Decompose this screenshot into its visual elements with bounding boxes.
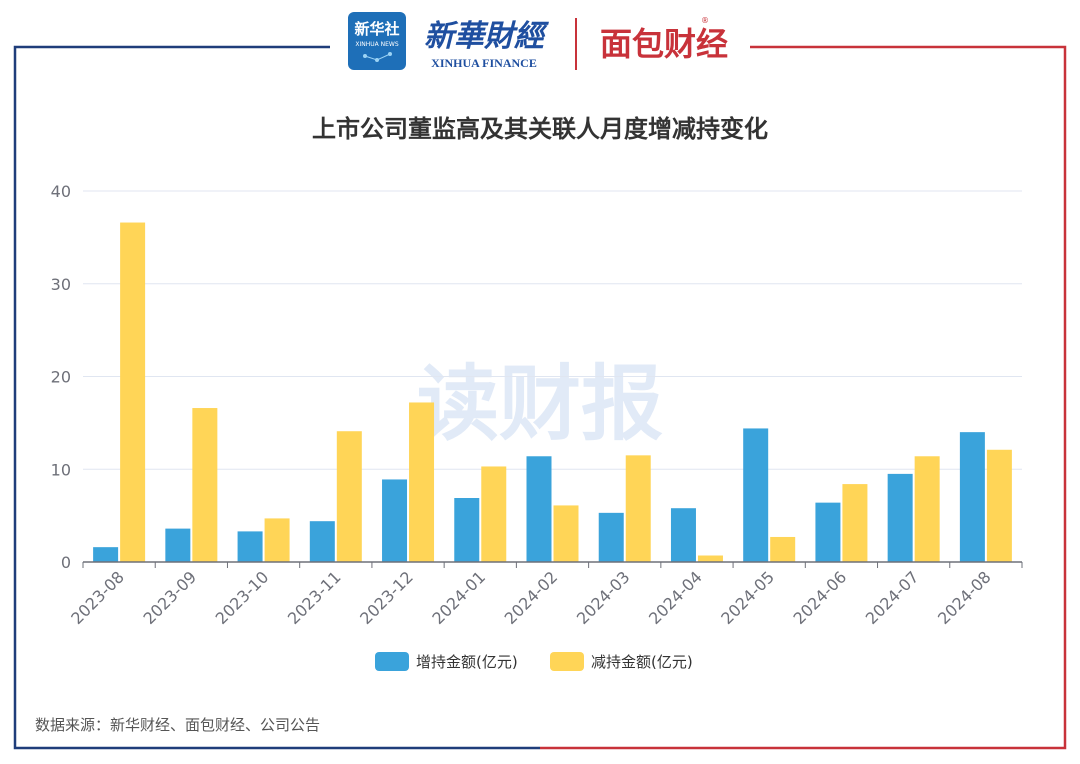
bar-decrease	[409, 402, 435, 562]
xinhua-finance-en: XINHUA FINANCE	[431, 56, 537, 70]
legend-swatch-increase	[375, 652, 409, 671]
y-tick-label: 0	[61, 553, 71, 572]
header-logos: 新华社 XINHUA NEWS 新華財經 XINHUA FINANCE 面包财经…	[348, 12, 728, 70]
y-tick-label: 40	[51, 182, 71, 201]
legend-label-increase: 增持金额(亿元)	[416, 653, 518, 671]
y-tick-label: 20	[51, 368, 71, 387]
x-tick-label: 2023-11	[284, 567, 345, 628]
bar-increase	[237, 531, 263, 562]
bar-increase	[959, 432, 985, 562]
bar-decrease	[697, 555, 723, 562]
bar-increase	[743, 428, 769, 562]
bar-increase	[526, 456, 552, 562]
chart-title: 上市公司董监高及其关联人月度增减持变化	[312, 115, 768, 143]
bar-decrease	[336, 431, 362, 562]
registered-mark: ®	[701, 16, 709, 25]
source-note: 数据来源：新华财经、面包财经、公司公告	[35, 716, 320, 734]
legend: 增持金额(亿元) 减持金额(亿元)	[375, 652, 693, 671]
bar-decrease	[770, 536, 796, 562]
x-tick-label: 2024-07	[862, 567, 923, 628]
bar-increase	[598, 512, 624, 562]
bar-decrease	[625, 455, 651, 562]
y-tick-label: 30	[51, 275, 71, 294]
x-tick-label: 2024-08	[934, 567, 995, 628]
bar-increase	[670, 508, 696, 562]
bar-decrease	[553, 505, 579, 562]
x-tick-label: 2023-12	[356, 567, 417, 628]
bar-decrease	[842, 484, 868, 562]
x-tick-label: 2024-01	[428, 567, 489, 628]
frame-left-border	[13, 45, 540, 750]
bar-increase	[382, 479, 408, 562]
frame	[13, 45, 1067, 750]
x-tick-label: 2023-08	[67, 567, 128, 628]
legend-swatch-decrease	[550, 652, 584, 671]
bar-increase	[309, 521, 335, 562]
x-tick-label: 2024-03	[573, 567, 634, 628]
x-tick-label: 2023-09	[139, 567, 200, 628]
x-tick-label: 2024-05	[717, 567, 778, 628]
x-tick-label: 2023-10	[212, 567, 273, 628]
bar-decrease	[120, 222, 146, 562]
legend-label-decrease: 减持金额(亿元)	[591, 653, 693, 671]
x-tick-label: 2024-04	[645, 567, 706, 628]
network-line-icon	[364, 53, 391, 61]
bar-decrease	[986, 449, 1012, 562]
bars	[93, 222, 1012, 562]
bar-increase	[887, 473, 913, 562]
x-axis-ticks: 2023-08 2023-09 2023-10 2023-11 2023-12 2024-…	[67, 567, 994, 628]
bar-decrease	[481, 466, 507, 562]
bar-decrease	[192, 408, 218, 562]
bar-increase	[93, 547, 119, 562]
bar-increase	[454, 498, 480, 562]
mianbao-logo: 面包财经	[600, 25, 728, 63]
xinhua-news-subtext: XINHUA NEWS	[355, 41, 398, 48]
x-axis	[82, 561, 1023, 568]
xinhua-news-logo	[348, 12, 406, 70]
y-tick-label: 10	[51, 460, 71, 479]
x-tick-label: 2024-02	[501, 567, 562, 628]
watermark: 读财报	[417, 357, 663, 452]
xinhua-finance-cn: 新華財經	[424, 19, 549, 54]
frame-right-border	[540, 45, 1067, 750]
bar-decrease	[264, 518, 290, 562]
xinhua-she-text: 新华社	[354, 20, 399, 38]
bar-increase	[165, 528, 191, 562]
x-tick-label: 2024-06	[790, 567, 851, 628]
bar-decrease	[914, 456, 940, 562]
grid-lines	[83, 190, 1022, 470]
bar-increase	[815, 502, 841, 562]
y-axis-ticks: 0 10 20 30 40	[51, 182, 71, 572]
